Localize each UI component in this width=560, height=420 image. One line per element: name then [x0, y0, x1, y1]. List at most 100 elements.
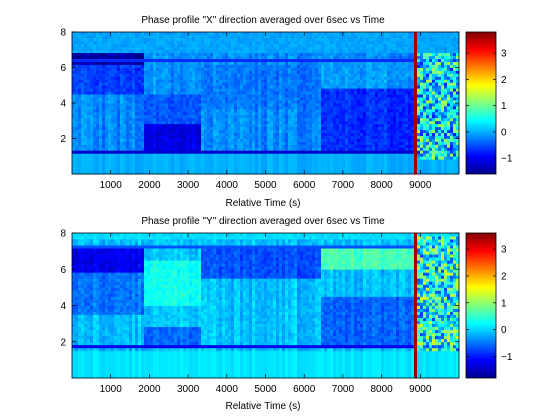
heatmap-cell — [366, 114, 370, 119]
heatmap-cell — [120, 37, 124, 42]
heatmap-cell — [264, 76, 268, 80]
heatmap-cell — [186, 132, 190, 136]
heatmap-cell — [102, 126, 106, 131]
heatmap-cell — [222, 153, 226, 157]
heatmap-cell — [156, 43, 160, 48]
heatmap-cell — [231, 46, 235, 51]
heatmap-cell — [216, 40, 220, 45]
heatmap-cell — [111, 34, 115, 39]
heatmap-cell — [366, 67, 370, 71]
heatmap-cell — [234, 126, 238, 131]
heatmap-cell — [96, 97, 100, 101]
heatmap-cell — [138, 64, 142, 68]
heatmap-cell — [249, 144, 253, 148]
heatmap-cell — [222, 64, 226, 68]
heatmap-cell — [339, 37, 343, 42]
heatmap-cell — [318, 123, 322, 128]
heatmap-cell — [339, 67, 343, 71]
heatmap-cell — [330, 135, 334, 139]
heatmap-cell — [204, 97, 208, 101]
heatmap-cell — [264, 97, 268, 101]
heatmap-cell — [294, 159, 298, 163]
heatmap-cell — [297, 111, 301, 116]
heatmap-cell — [93, 100, 97, 104]
heatmap-cell — [243, 147, 247, 151]
heatmap-cell — [189, 111, 193, 116]
heatmap-cell — [354, 52, 358, 57]
heatmap-cell — [258, 150, 262, 154]
heatmap-cell — [84, 88, 88, 92]
heatmap-cell — [327, 94, 331, 98]
heatmap-cell — [156, 114, 160, 119]
heatmap-cell — [240, 150, 244, 154]
heatmap-cell — [294, 132, 298, 136]
heatmap-cell — [159, 49, 163, 54]
heatmap-cell — [360, 117, 364, 122]
heatmap-cell — [192, 108, 196, 113]
heatmap-cell — [288, 82, 292, 86]
heatmap-cell — [378, 126, 382, 131]
heatmap-cell — [204, 61, 208, 65]
heatmap-cell — [315, 126, 319, 131]
heatmap-cell — [156, 105, 160, 110]
heatmap-cell — [177, 97, 181, 101]
heatmap-cell — [222, 138, 226, 142]
heatmap-cell — [180, 46, 184, 51]
heatmap-cell — [189, 94, 193, 98]
heatmap-cell — [345, 168, 349, 172]
heatmap-cell — [234, 111, 238, 116]
heatmap-cell — [258, 88, 262, 92]
heatmap-cell — [261, 144, 265, 148]
heatmap-cell — [84, 171, 88, 175]
heatmap-cell — [285, 165, 289, 169]
heatmap-cell — [261, 76, 265, 80]
heatmap-cell — [381, 40, 385, 45]
heatmap-cell — [126, 55, 130, 60]
heatmap-cell — [333, 120, 337, 125]
heatmap-cell — [378, 76, 382, 80]
heatmap-cell — [264, 138, 268, 142]
heatmap-cell — [183, 37, 187, 42]
heatmap-cell — [195, 43, 199, 48]
heatmap-cell — [135, 88, 139, 92]
heatmap-cell — [231, 168, 235, 172]
heatmap-cell — [171, 64, 175, 68]
heatmap-cell — [303, 103, 307, 107]
heatmap-cell — [318, 67, 322, 71]
heatmap-cell — [279, 40, 283, 45]
heatmap-cell — [150, 49, 154, 54]
heatmap-cell — [312, 138, 316, 142]
heatmap-cell — [312, 70, 316, 74]
heatmap-cell — [228, 159, 232, 163]
heatmap-cell — [357, 79, 361, 83]
heatmap-cell — [315, 144, 319, 148]
heatmap-cell — [315, 123, 319, 128]
heatmap-cell — [186, 34, 190, 39]
heatmap-cell — [381, 126, 385, 131]
heatmap-cell — [186, 114, 190, 119]
heatmap-cell — [267, 123, 271, 128]
heatmap-cell — [198, 120, 202, 125]
heatmap-cell — [381, 46, 385, 51]
heatmap-cell — [90, 55, 94, 60]
heatmap-cell — [123, 117, 127, 122]
heatmap-cell — [291, 49, 295, 54]
heatmap-cell — [303, 114, 307, 119]
heatmap-cell — [243, 91, 247, 95]
heatmap-cell — [156, 73, 160, 77]
heatmap-cell — [108, 91, 112, 95]
heatmap-cell — [159, 105, 163, 110]
heatmap-cell — [153, 46, 157, 51]
heatmap-cell — [84, 150, 88, 154]
heatmap-cell — [156, 159, 160, 163]
heatmap-cell — [255, 111, 259, 116]
heatmap-cell — [300, 97, 304, 101]
heatmap-cell — [309, 135, 313, 139]
heatmap-cell — [138, 32, 142, 36]
heatmap-cell — [273, 147, 277, 151]
heatmap-cell — [81, 52, 85, 57]
heatmap-cell — [363, 82, 367, 86]
heatmap-cell — [234, 79, 238, 83]
heatmap-cell — [381, 97, 385, 101]
heatmap-cell — [117, 162, 121, 166]
